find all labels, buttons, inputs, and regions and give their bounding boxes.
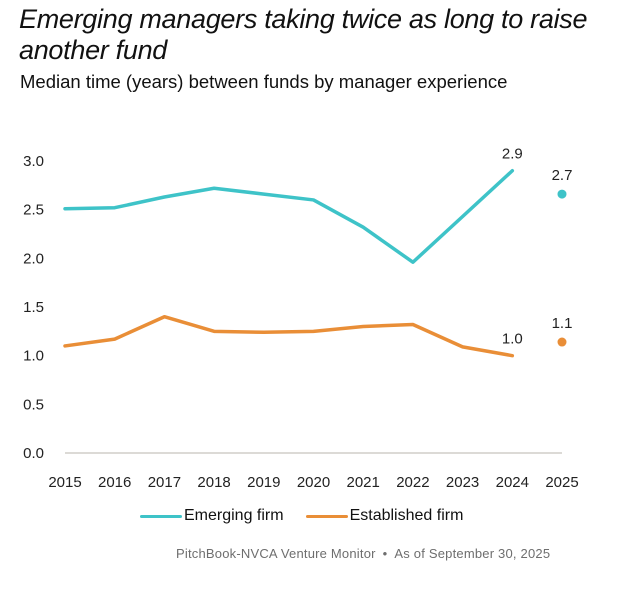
y-tick-label: 3.0 [23, 153, 44, 170]
data-labels-layer: 2.9 2.7 1.0 1.1 [502, 146, 573, 348]
x-tick-label: 2024 [496, 474, 529, 491]
series-line-established-firm [63, 314, 515, 358]
data-label-emerging-firm-2024: 2.9 [502, 146, 523, 163]
separator-dot: • [382, 546, 388, 561]
legend: Emerging firm Established firm [140, 507, 485, 525]
y-tick-label: 2.0 [23, 250, 44, 267]
chart-subtitle: Median time (years) between funds by man… [20, 71, 508, 92]
x-tick-label: 2019 [247, 474, 280, 491]
x-tick-label: 2016 [98, 474, 131, 491]
legend-item-established: Established firm [305, 507, 464, 525]
x-axis-ticks: 2015 2016 2017 2018 2019 2020 2021 2022 2023 2024… [48, 474, 578, 491]
series-layer [63, 168, 567, 358]
x-tick-label: 2023 [446, 474, 479, 491]
y-tick-label: 0.0 [23, 445, 44, 462]
legend-swatch-emerging [140, 514, 182, 518]
x-tick-label: 2018 [197, 474, 230, 491]
legend-swatch-established [305, 514, 348, 518]
chart-title: Emerging managers taking twice as long t… [19, 4, 588, 65]
x-tick-label: 2017 [148, 474, 181, 491]
x-tick-label: 2015 [48, 474, 81, 491]
x-tick-label: 2021 [347, 474, 380, 491]
data-label-emerging-firm-2025: 2.7 [552, 167, 573, 184]
data-label-established-firm-2025: 1.1 [552, 315, 573, 332]
as-of-date: As of September 30, 2025 [394, 546, 551, 561]
y-tick-label: 1.5 [23, 299, 44, 316]
source-note: PitchBook-NVCA Venture Monitor • As of Sep… [176, 546, 550, 561]
x-tick-label: 2022 [396, 474, 429, 491]
x-tick-label: 2020 [297, 474, 330, 491]
legend-label-established: Established firm [349, 507, 464, 524]
y-tick-label: 1.0 [23, 348, 44, 365]
data-point-emerging-firm-2025 [557, 189, 567, 199]
x-tick-label: 2025 [545, 474, 578, 491]
data-point-established-firm-2025 [557, 337, 567, 347]
legend-label-emerging: Emerging firm [184, 507, 284, 524]
y-tick-label: 2.5 [23, 202, 44, 219]
series-line-emerging-firm [63, 168, 515, 264]
data-label-established-firm-2024: 1.0 [502, 331, 523, 348]
y-axis-ticks: 0.0 0.5 1.0 1.5 2.0 2.5 3.0 [23, 153, 44, 462]
source-text: PitchBook-NVCA Venture Monitor [176, 546, 376, 561]
y-tick-label: 0.5 [23, 396, 44, 413]
legend-item-emerging: Emerging firm [140, 507, 284, 525]
line-chart: 0.00.51.01.52.02.53.0 2015 2016 2017 2018 20… [23, 146, 579, 491]
